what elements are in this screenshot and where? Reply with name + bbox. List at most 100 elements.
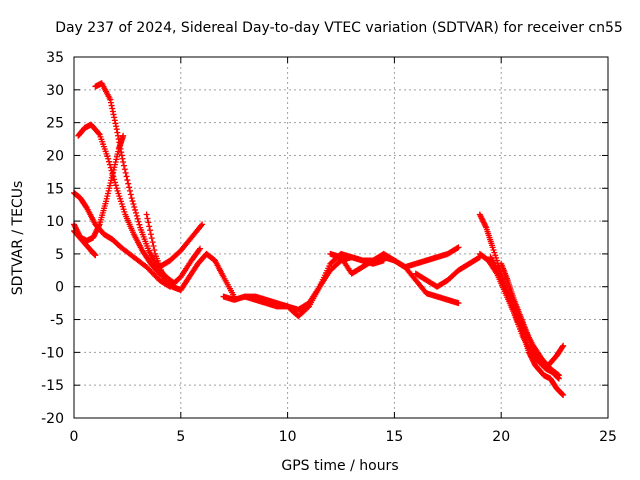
data-point-fill bbox=[144, 215, 151, 222]
data-point-fill bbox=[315, 285, 322, 292]
data-point-fill bbox=[367, 258, 374, 265]
y-tick-label: -5 bbox=[50, 313, 64, 329]
data-point-fill bbox=[503, 275, 510, 282]
data-point-fill bbox=[148, 235, 155, 242]
data-point-fill bbox=[410, 274, 417, 281]
data-point-fill bbox=[196, 246, 203, 253]
data-point-fill bbox=[219, 272, 226, 279]
grid-lines bbox=[74, 57, 608, 418]
series-track-k bbox=[391, 244, 462, 271]
data-point-fill bbox=[489, 242, 496, 249]
data-point-fill bbox=[130, 201, 137, 208]
data-point-fill bbox=[145, 219, 152, 226]
series-track-l bbox=[412, 254, 483, 290]
data-point-fill bbox=[132, 206, 139, 213]
data-point-fill bbox=[126, 187, 133, 194]
series-track-p bbox=[498, 260, 562, 382]
data-point-fill bbox=[132, 209, 139, 216]
data-point-fill bbox=[159, 271, 166, 278]
chart-title: Day 237 of 2024, Sidereal Day-to-day VTE… bbox=[55, 20, 623, 36]
data-point-fill bbox=[120, 162, 127, 169]
y-tick-label: 10 bbox=[46, 214, 64, 230]
data-point-fill bbox=[123, 173, 130, 180]
data-point-fill bbox=[119, 155, 126, 162]
y-tick-label: 25 bbox=[46, 116, 64, 132]
data-point-fill bbox=[121, 166, 128, 173]
data-point-fill bbox=[326, 263, 333, 270]
data-point-fill bbox=[197, 223, 204, 230]
data-point-fill bbox=[147, 231, 154, 238]
series-track-e bbox=[71, 227, 99, 259]
data-points bbox=[71, 80, 567, 399]
x-tick-label: 5 bbox=[176, 429, 185, 445]
y-tick-label: -10 bbox=[41, 345, 64, 361]
data-point-fill bbox=[421, 287, 428, 294]
x-tick-label: 15 bbox=[385, 429, 403, 445]
data-point-fill bbox=[184, 276, 191, 283]
data-point-fill bbox=[113, 123, 120, 130]
data-point-fill bbox=[482, 223, 489, 230]
plot-frame bbox=[73, 56, 609, 419]
data-point-fill bbox=[150, 243, 157, 250]
data-point-fill bbox=[94, 129, 101, 136]
data-point-fill bbox=[119, 134, 126, 141]
data-point-fill bbox=[559, 343, 566, 350]
data-point-fill bbox=[122, 169, 129, 176]
data-point-fill bbox=[106, 161, 113, 168]
data-point-fill bbox=[186, 237, 193, 244]
data-point-fill bbox=[131, 203, 138, 210]
x-axis-label: GPS time / hours bbox=[281, 458, 398, 474]
data-point-fill bbox=[503, 288, 510, 295]
data-point-fill bbox=[141, 262, 148, 269]
data-point-fill bbox=[523, 328, 530, 335]
data-point-fill bbox=[454, 299, 461, 306]
y-tick-label: 30 bbox=[46, 83, 64, 99]
data-point-fill bbox=[146, 258, 153, 265]
y-tick-label: 15 bbox=[46, 181, 64, 197]
data-point-fill bbox=[474, 255, 481, 262]
data-point-fill bbox=[495, 268, 502, 275]
data-point bbox=[128, 195, 135, 202]
data-point-fill bbox=[147, 227, 154, 234]
y-tick-label: 35 bbox=[46, 50, 64, 66]
data-point-fill bbox=[399, 262, 406, 269]
y-axis-label: SDTVAR / TECUs bbox=[10, 181, 26, 296]
data-point-fill bbox=[127, 191, 134, 198]
data-point-fill bbox=[453, 269, 460, 276]
data-point-fill bbox=[153, 274, 160, 281]
x-tick-label: 25 bbox=[599, 429, 617, 445]
data-point-fill bbox=[518, 330, 525, 337]
data-point-fill bbox=[442, 278, 449, 285]
y-tick-label: 20 bbox=[46, 148, 64, 164]
y-tick-label: 0 bbox=[55, 280, 64, 296]
data-point-fill bbox=[555, 374, 562, 381]
data-point-fill bbox=[175, 249, 182, 256]
data-point-fill bbox=[453, 245, 460, 252]
data-point bbox=[143, 211, 150, 218]
data-point-fill bbox=[516, 311, 523, 318]
data-point-fill bbox=[146, 223, 153, 230]
data-point-fill bbox=[102, 200, 109, 207]
data-point-fill bbox=[104, 153, 111, 160]
data-point-fill bbox=[198, 222, 205, 229]
data-point-fill bbox=[193, 263, 200, 270]
axis-ticks: 0 5 10 15 20 25 -20 -15 -10 -5 0 5 10 15 20 25 30 35 bbox=[41, 50, 617, 445]
data-point-fill bbox=[121, 208, 128, 215]
data-point-fill bbox=[175, 275, 182, 282]
data-point-fill bbox=[129, 229, 136, 236]
data-point-fill bbox=[108, 174, 115, 181]
data-point-fill bbox=[129, 198, 136, 205]
y-tick-label: 5 bbox=[55, 247, 64, 263]
data-point-fill bbox=[195, 248, 202, 255]
data-point-fill bbox=[149, 239, 156, 246]
data-point-fill bbox=[144, 245, 151, 252]
data-point-fill bbox=[357, 265, 364, 272]
data-point-fill bbox=[126, 184, 133, 191]
data-point-fill bbox=[464, 262, 471, 269]
y-tick-label: -20 bbox=[41, 411, 64, 427]
data-point-fill bbox=[529, 344, 536, 351]
data-point-fill bbox=[335, 259, 342, 266]
data-point-fill bbox=[134, 215, 141, 222]
